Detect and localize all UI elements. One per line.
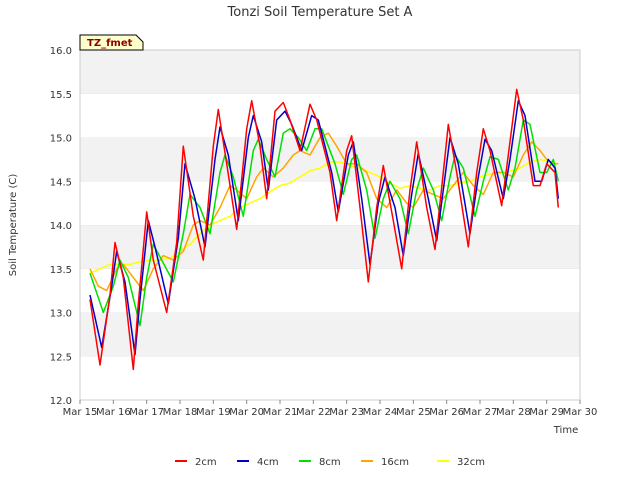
grid-band — [80, 225, 580, 269]
y-tick-label: 16.0 — [50, 46, 72, 57]
x-tick-label: Mar 18 — [163, 407, 198, 418]
grid-bands — [80, 49, 580, 400]
x-tick-label: Mar 23 — [329, 407, 364, 418]
grid-band — [80, 181, 580, 225]
y-tick-label: 14.5 — [50, 177, 72, 188]
y-tick-label: 13.5 — [50, 265, 72, 276]
station-tag: TZ_fmet — [79, 34, 144, 51]
legend-label-4cm: 4cm — [257, 457, 279, 468]
x-tick-label: Mar 19 — [196, 407, 231, 418]
x-tick-label: Mar 30 — [563, 407, 598, 418]
grid-band — [80, 356, 580, 400]
y-tick-label: 13.0 — [50, 309, 72, 320]
y-axis-ticks: 12.0 12.5 13.0 13.5 14.0 14.5 15.0 15.5 16.0 — [50, 46, 72, 407]
chart-title: Tonzi Soil Temperature Set A — [227, 5, 413, 20]
y-tick-label: 15.0 — [50, 134, 72, 145]
x-tick-label: Mar 15 — [63, 407, 98, 418]
x-tick-label: Mar 16 — [96, 407, 131, 418]
x-axis-label: Time — [553, 425, 578, 436]
plot-frame — [79, 49, 581, 401]
legend-label-16cm: 16cm — [381, 457, 409, 468]
x-tick-label: Mar 27 — [463, 407, 498, 418]
grid-band — [80, 312, 580, 357]
station-tag-label: TZ_fmet — [87, 38, 133, 49]
y-tick-label: 12.0 — [50, 396, 72, 407]
x-tick-label: Mar 26 — [429, 407, 464, 418]
series-lines — [89, 88, 560, 371]
grid-band — [80, 93, 580, 138]
legend-label-8cm: 8cm — [319, 457, 341, 468]
x-tick-label: Mar 20 — [229, 407, 264, 418]
series-line-8cm — [89, 119, 560, 327]
x-tick-label: Mar 22 — [296, 407, 331, 418]
legend-label-32cm: 32cm — [457, 457, 485, 468]
series-line-2cm — [89, 88, 560, 371]
x-tick-label: Mar 24 — [363, 407, 398, 418]
station-tag-box — [79, 34, 144, 51]
y-tick-label: 12.5 — [50, 352, 72, 363]
grid-band — [80, 268, 580, 313]
x-tick-label: Mar 28 — [496, 407, 531, 418]
legend-label-2cm: 2cm — [195, 457, 217, 468]
x-tick-label: Mar 17 — [129, 407, 164, 418]
x-tick-label: Mar 21 — [263, 407, 298, 418]
y-tick-label: 14.0 — [50, 221, 72, 232]
x-tick-label: Mar 29 — [529, 407, 564, 418]
y-tick-label: 15.5 — [50, 90, 72, 101]
y-axis-label: Soil Temperature (C) — [8, 174, 19, 277]
legend: 2cm 4cm 8cm 16cm 32cm — [175, 457, 485, 468]
grid-band — [80, 50, 580, 94]
x-tick-label: Mar 25 — [396, 407, 431, 418]
